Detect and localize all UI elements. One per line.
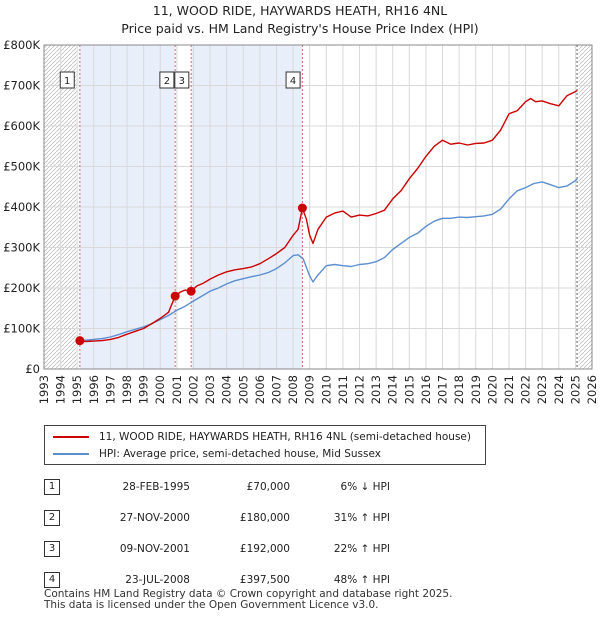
y-tick-label: £0 — [25, 362, 40, 376]
x-tick-label: 1995 — [70, 375, 84, 404]
y-tick-label: £300K — [3, 241, 40, 255]
transaction-hpi-diff: 31% ↑ HPI — [333, 511, 390, 524]
y-tick-label: £800K — [3, 38, 40, 52]
transaction-date: 23-JUL-2008 — [125, 573, 190, 586]
x-tick-label: 1999 — [137, 375, 151, 404]
transaction-point — [75, 336, 85, 346]
footer-copyright: Contains HM Land Registry data © Crown c… — [44, 588, 453, 600]
transaction-date: 27-NOV-2000 — [119, 511, 190, 524]
x-tick-label: 2016 — [419, 375, 433, 404]
marker-box — [59, 71, 75, 89]
transaction-number: 1 — [44, 478, 60, 495]
marker-box — [159, 71, 175, 89]
transaction-point — [170, 291, 180, 301]
x-tick-label: 2012 — [353, 375, 367, 404]
transaction-number: 2 — [44, 509, 60, 526]
x-tick-label: 2014 — [386, 375, 400, 404]
x-tick-label: 2024 — [552, 375, 566, 404]
marker-box-label: 4 — [290, 76, 296, 87]
marker-box-label: 2 — [164, 76, 170, 87]
marker-box-label: 3 — [179, 76, 185, 87]
transaction-hpi-diff: 6% ↓ HPI — [340, 480, 390, 493]
legend: 11, WOOD RIDE, HAYWARDS HEATH, RH16 4NL … — [44, 425, 486, 465]
transaction-number: 4 — [44, 571, 60, 588]
transaction-hpi-diff: 48% ↑ HPI — [333, 573, 390, 586]
legend-item-hpi: HPI: Average price, semi-detached house,… — [53, 446, 381, 462]
y-tick-label: £200K — [3, 281, 40, 295]
x-tick-label: 2007 — [269, 375, 283, 404]
transaction-price: £192,000 — [239, 542, 290, 555]
x-tick-label: 2013 — [369, 375, 383, 404]
x-tick-label: 1994 — [54, 375, 68, 404]
hpi-line — [77, 178, 578, 341]
transactions-table: 1 28-FEB-1995 £70,000 6% ↓ HPI 2 27-NOV-… — [44, 471, 390, 595]
transaction-date: 09-NOV-2001 — [119, 542, 190, 555]
x-tick-label: 2010 — [319, 375, 333, 404]
property-price-line — [79, 89, 578, 343]
x-tick-label: 2018 — [452, 375, 466, 404]
x-tick-label: 2008 — [286, 375, 300, 404]
chart-title: 11, WOOD RIDE, HAYWARDS HEATH, RH16 4NL — [152, 3, 448, 18]
x-tick-label: 2015 — [402, 375, 416, 404]
legend-swatch-property — [53, 436, 89, 438]
y-tick-label: £100K — [3, 322, 40, 336]
y-tick-label: £600K — [3, 119, 40, 133]
x-tick-label: 2026 — [585, 375, 599, 404]
x-tick-label: 2011 — [336, 375, 350, 404]
marker-box — [285, 71, 301, 89]
x-tick-label: 1997 — [103, 375, 117, 404]
y-tick-label: £400K — [3, 200, 40, 214]
transaction-point — [186, 286, 196, 296]
chart-subtitle: Price paid vs. HM Land Registry's House … — [121, 21, 479, 36]
legend-label-hpi: HPI: Average price, semi-detached house,… — [99, 448, 381, 460]
x-tick-label: 2025 — [568, 375, 582, 404]
table-row: 3 09-NOV-2001 £192,000 22% ↑ HPI — [44, 533, 390, 564]
x-tick-label: 2006 — [253, 375, 267, 404]
transaction-date: 28-FEB-1995 — [122, 480, 190, 493]
x-tick-label: 2019 — [469, 375, 483, 404]
marker-box-label: 1 — [64, 76, 70, 87]
transaction-price: £70,000 — [246, 480, 290, 493]
x-tick-label: 2005 — [236, 375, 250, 404]
x-tick-label: 1998 — [120, 375, 134, 404]
transaction-point — [297, 203, 307, 213]
x-tick-label: 2017 — [436, 375, 450, 404]
x-tick-label: 2002 — [186, 375, 200, 404]
x-tick-label: 2023 — [535, 375, 549, 404]
x-tick-label: 2009 — [303, 375, 317, 404]
legend-label-property: 11, WOOD RIDE, HAYWARDS HEATH, RH16 4NL … — [99, 431, 471, 443]
transaction-price: £180,000 — [239, 511, 290, 524]
x-tick-label: 2020 — [485, 375, 499, 404]
x-tick-label: 2021 — [502, 375, 516, 404]
x-tick-label: 2000 — [153, 375, 167, 404]
plot-frame — [43, 44, 593, 370]
x-tick-label: 2022 — [519, 375, 533, 404]
x-tick-label: 1993 — [37, 375, 51, 404]
legend-swatch-hpi — [53, 453, 89, 455]
x-tick-label: 2003 — [203, 375, 217, 404]
y-tick-label: £500K — [3, 160, 40, 174]
y-tick-label: £700K — [3, 79, 40, 93]
footer-licence: This data is licensed under the Open Gov… — [44, 599, 379, 611]
legend-item-property: 11, WOOD RIDE, HAYWARDS HEATH, RH16 4NL … — [53, 429, 471, 445]
transaction-number: 3 — [44, 540, 60, 557]
x-tick-label: 1996 — [87, 375, 101, 404]
table-row: 4 23-JUL-2008 £397,500 48% ↑ HPI — [44, 564, 390, 595]
x-tick-label: 2001 — [170, 375, 184, 404]
chart-title-block: 11, WOOD RIDE, HAYWARDS HEATH, RH16 4NL … — [0, 2, 600, 38]
marker-box — [174, 71, 190, 89]
table-row: 2 27-NOV-2000 £180,000 31% ↑ HPI — [44, 502, 390, 533]
transaction-price: £397,500 — [239, 573, 290, 586]
footer: Contains HM Land Registry data © Crown c… — [44, 589, 452, 611]
transaction-hpi-diff: 22% ↑ HPI — [333, 542, 390, 555]
x-tick-label: 2004 — [220, 375, 234, 404]
table-row: 1 28-FEB-1995 £70,000 6% ↓ HPI — [44, 471, 390, 502]
